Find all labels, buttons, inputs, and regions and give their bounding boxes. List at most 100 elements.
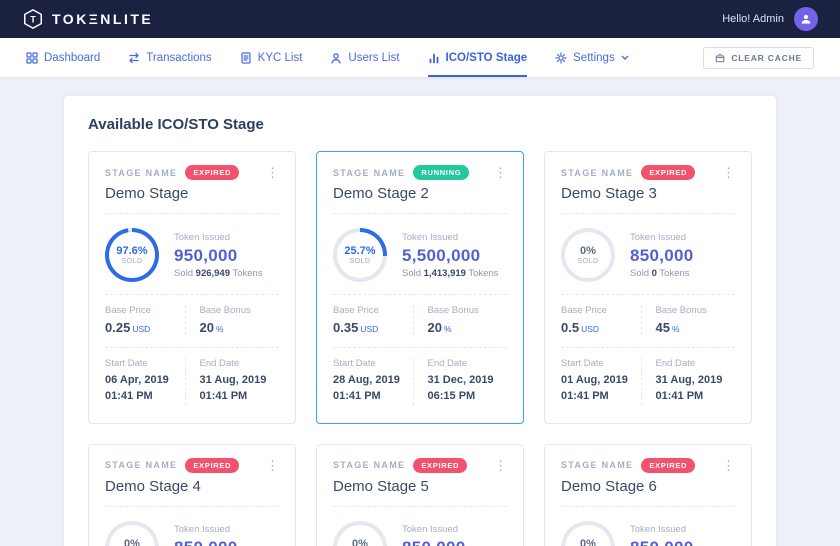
svg-text:T: T xyxy=(30,15,36,25)
percent-sold-value: 0% xyxy=(352,537,368,546)
sold-count: 926,949 xyxy=(195,267,230,279)
nav-item-dashboard[interactable]: Dashboard xyxy=(26,38,100,77)
token-issued-value: 950,000 xyxy=(174,245,238,265)
nav-item-settings[interactable]: Settings xyxy=(555,38,629,77)
stage-card: STAGE NAME EXPIRED ⋮ Demo Stage 5 0% SOL… xyxy=(316,443,524,546)
end-date-value: 31 Dec, 2019 06:15 PM xyxy=(427,374,494,402)
base-price-label: Base Price xyxy=(105,305,151,316)
app-logo[interactable]: T TOKΞNLITE xyxy=(22,8,153,30)
token-issued-label: Token Issued xyxy=(630,231,686,243)
percent-unit: % xyxy=(215,324,224,334)
nav-label: Users List xyxy=(348,51,400,64)
hexagon-logo-icon: T xyxy=(24,8,42,30)
sold-caps-label: SOLD xyxy=(577,258,599,265)
status-badge: EXPIRED xyxy=(641,165,696,180)
stage-card: STAGE NAME EXPIRED ⋮ Demo Stage 6 0% SOL… xyxy=(544,443,752,546)
status-badge: RUNNING xyxy=(413,165,470,180)
stage-card: STAGE NAME RUNNING ⋮ Demo Stage 2 25.7% … xyxy=(316,151,524,424)
kebab-menu-icon[interactable]: ⋮ xyxy=(494,165,507,180)
sold-donut: 97.6% SOLD xyxy=(105,228,159,282)
kebab-menu-icon[interactable]: ⋮ xyxy=(722,457,735,473)
nav-item-kyc-list[interactable]: KYC List xyxy=(240,38,302,77)
token-issued-value: 850,000 xyxy=(174,538,238,546)
stage-title: Demo Stage 3 xyxy=(561,185,735,214)
stage-card: STAGE NAME EXPIRED ⋮ Demo Stage 3 0% SOL… xyxy=(544,151,752,424)
stage-title: Demo Stage 6 xyxy=(561,478,735,507)
stage-name-label: STAGE NAME xyxy=(561,460,634,471)
start-date-value: 28 Aug, 2019 01:41 PM xyxy=(333,374,400,402)
sold-donut: 0% SOLD xyxy=(561,228,615,282)
nav-item-users-list[interactable]: Users List xyxy=(330,38,400,77)
greeting-text: Hello! Admin xyxy=(722,13,784,25)
base-bonus-value: 20% xyxy=(427,320,452,335)
nav-item-ico-sto-stage[interactable]: ICO/STO Stage xyxy=(427,38,528,77)
content-area: Available ICO/STO Stage STAGE NAME EXPIR… xyxy=(0,78,840,546)
stage-title: Demo Stage xyxy=(105,185,279,214)
percent-sold-value: 0% xyxy=(124,537,140,546)
nav-label: Dashboard xyxy=(44,51,101,64)
end-date-value: 31 Aug, 2019 01:41 PM xyxy=(199,374,267,402)
gear-icon xyxy=(555,51,567,64)
person-icon xyxy=(801,14,811,24)
token-issued-label: Token Issued xyxy=(402,231,458,243)
start-date-value: 01 Aug, 2019 01:41 PM xyxy=(561,374,628,402)
stage-name-label: STAGE NAME xyxy=(105,460,178,471)
start-date-label: Start Date xyxy=(333,358,376,369)
sold-donut: 0% SOLD xyxy=(561,520,615,546)
sold-donut: 0% SOLD xyxy=(333,520,387,546)
end-date-value: 31 Aug, 2019 01:41 PM xyxy=(655,374,723,402)
stage-icon xyxy=(429,53,438,63)
nav-item-transactions[interactable]: Transactions xyxy=(128,38,212,77)
end-date-label: End Date xyxy=(199,358,240,369)
sold-count: 1,413,919 xyxy=(423,267,466,279)
sold-caps-label: SOLD xyxy=(121,258,143,265)
stage-title: Demo Stage 2 xyxy=(333,185,507,214)
page-title: Available ICO/STO Stage xyxy=(88,116,264,133)
kebab-menu-icon[interactable]: ⋮ xyxy=(722,165,735,180)
end-date-label: End Date xyxy=(427,358,468,369)
token-issued-value: 850,000 xyxy=(630,245,694,265)
brand-name: TOKΞNLITE xyxy=(52,11,154,27)
usd-unit: USD xyxy=(360,324,379,334)
status-badge: EXPIRED xyxy=(641,457,696,473)
stages-panel: Available ICO/STO Stage STAGE NAME EXPIR… xyxy=(64,96,776,546)
token-issued-label: Token Issued xyxy=(174,524,230,536)
status-badge: EXPIRED xyxy=(413,457,468,473)
sold-count: 0 xyxy=(651,267,657,279)
sold-tokens-line: Sold 1,413,919 Tokens xyxy=(402,267,499,279)
start-date-value: 06 Apr, 2019 01:41 PM xyxy=(105,374,169,402)
kebab-menu-icon[interactable]: ⋮ xyxy=(266,165,279,180)
sold-tokens-line: Sold 0 Tokens xyxy=(630,267,690,279)
base-price-value: 0.35 USD xyxy=(333,320,379,335)
kebab-menu-icon[interactable]: ⋮ xyxy=(266,457,279,473)
nav-label: Settings xyxy=(573,51,615,64)
token-issued-value: 5,500,000 xyxy=(402,245,481,265)
transactions-icon xyxy=(129,52,139,63)
usd-unit: USD xyxy=(132,324,151,334)
clear-cache-button[interactable]: CLEAR CACHE xyxy=(703,46,814,69)
stage-name-label: STAGE NAME xyxy=(333,460,406,471)
kebab-menu-icon[interactable]: ⋮ xyxy=(494,457,507,473)
user-avatar[interactable] xyxy=(794,7,818,31)
grid-icon xyxy=(26,51,38,64)
chevron-down-icon xyxy=(621,55,629,60)
base-bonus-label: Base Bonus xyxy=(655,305,707,316)
stage-name-label: STAGE NAME xyxy=(105,167,178,178)
usd-unit: USD xyxy=(581,324,600,334)
start-date-label: Start Date xyxy=(561,358,604,369)
base-bonus-value: 20% xyxy=(199,320,224,335)
token-issued-label: Token Issued xyxy=(402,524,458,536)
token-issued-value: 850,000 xyxy=(402,538,466,546)
status-badge: EXPIRED xyxy=(185,165,240,180)
status-badge: EXPIRED xyxy=(185,457,240,473)
base-price-value: 0.5 USD xyxy=(561,320,600,335)
token-issued-value: 850,000 xyxy=(630,538,694,546)
sold-tokens-line: Sold 926,949 Tokens xyxy=(174,267,263,279)
base-bonus-value: 45% xyxy=(655,320,680,335)
percent-sold-value: 0% xyxy=(580,245,596,257)
stage-cards: STAGE NAME EXPIRED ⋮ Demo Stage 97.6% SO… xyxy=(88,151,752,546)
percent-sold-value: 25.7% xyxy=(344,245,376,257)
percent-unit: % xyxy=(671,324,680,334)
percent-unit: % xyxy=(443,324,452,334)
base-bonus-label: Base Bonus xyxy=(199,305,251,316)
